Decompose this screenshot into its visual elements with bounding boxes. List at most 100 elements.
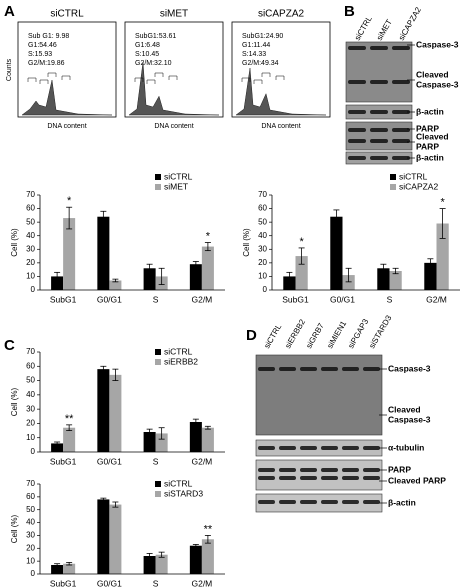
- bar: [189, 422, 202, 452]
- x-tick-label: SubG1: [50, 578, 77, 588]
- flow-frame: [17, 21, 117, 118]
- x-tick-label: SubG1: [50, 456, 77, 466]
- y-tick-label: 0: [263, 285, 268, 294]
- y-tick-label: 30: [26, 531, 35, 540]
- error-bar: [439, 208, 446, 239]
- blot-band: [392, 46, 410, 50]
- panel-letter: C: [4, 337, 15, 354]
- y-tick-label: 40: [26, 518, 35, 527]
- x-tick-label: SubG1: [282, 294, 309, 304]
- blot-band: [342, 367, 359, 371]
- blot-label: β-actin: [416, 106, 444, 116]
- bar: [330, 216, 343, 290]
- blot-band: [258, 500, 275, 504]
- y-tick-label: 50: [258, 217, 267, 226]
- blot-label: α-tubulin: [388, 442, 424, 452]
- bar: [51, 276, 64, 290]
- flow-title: siCAPZA2: [258, 9, 305, 20]
- y-tick-label: 50: [26, 376, 35, 385]
- flow-histogram: [235, 67, 327, 116]
- flow-stat: G2/M:49.34: [242, 60, 279, 67]
- error-bar: [158, 427, 165, 440]
- error-bar: [112, 368, 119, 381]
- significance-mark: *: [206, 230, 211, 242]
- y-tick-label: 0: [31, 569, 36, 578]
- blot-strip: [345, 121, 413, 151]
- panel-letter: A: [4, 3, 15, 20]
- blot-band: [348, 156, 366, 160]
- blot-band: [321, 500, 338, 504]
- lane-label: siGRB7: [304, 321, 326, 350]
- bar: [143, 556, 156, 574]
- x-tick-label: G0/G1: [97, 456, 122, 466]
- error-bar: [286, 271, 293, 281]
- y-tick-label: 0: [31, 447, 36, 456]
- blot-band: [392, 156, 410, 160]
- x-tick-label: G0/G1: [97, 294, 122, 304]
- legend-label: siMET: [164, 181, 188, 191]
- legend-swatch: [155, 359, 161, 365]
- lane-label: siMIEN1: [325, 319, 348, 350]
- blot-band: [279, 446, 296, 450]
- error-bar: [100, 210, 107, 223]
- flow-stat: S:10.45: [135, 51, 159, 58]
- flow-stat: G2/M:19.86: [28, 60, 65, 67]
- blot-band: [258, 468, 275, 472]
- flow-stat: SubG1:24.90: [242, 33, 283, 40]
- error-bar: [100, 365, 107, 373]
- lane-label: siCTRL: [262, 322, 283, 350]
- error-bar: [392, 267, 399, 275]
- bar: [97, 216, 110, 290]
- bar: [377, 268, 390, 290]
- bar: [63, 218, 76, 290]
- blot-band: [258, 476, 275, 480]
- y-tick-label: 70: [26, 190, 35, 199]
- bar: [109, 280, 122, 290]
- bar: [63, 563, 76, 574]
- flow-stat: S:15.93: [28, 51, 52, 58]
- x-tick-label: G2/M: [191, 294, 212, 304]
- blot-band: [363, 476, 380, 480]
- y-tick-label: 20: [258, 258, 267, 267]
- legend-swatch: [390, 174, 396, 180]
- x-tick-label: S: [153, 578, 159, 588]
- blot-strip: [255, 354, 383, 436]
- blot-band: [370, 110, 388, 114]
- bar: [97, 369, 110, 452]
- blot-label: Caspase-3: [388, 363, 431, 373]
- flow-gate: [168, 75, 178, 80]
- flow-xlabel: DNA content: [154, 123, 193, 130]
- legend-swatch: [155, 174, 161, 180]
- y-axis-label: Cell (%): [10, 514, 19, 543]
- blot-band: [348, 139, 366, 143]
- bar: [342, 275, 355, 290]
- bar: [109, 504, 122, 574]
- error-bar: [112, 501, 119, 508]
- y-tick-label: 40: [26, 231, 35, 240]
- bar: [51, 443, 64, 452]
- lane-label: siSTARD3: [367, 313, 393, 350]
- blot-label: Caspase-3: [416, 79, 459, 89]
- legend-label: siCAPZA2: [399, 181, 438, 191]
- bar: [189, 545, 202, 574]
- error-bar: [427, 258, 434, 268]
- blot-band: [321, 446, 338, 450]
- error-bar: [54, 441, 61, 446]
- flow-stat: G1:54.46: [28, 42, 57, 49]
- lane-label: siMET: [375, 18, 394, 42]
- flow-xlabel: DNA content: [261, 123, 300, 130]
- blot-band: [348, 80, 366, 84]
- error-bar: [345, 267, 352, 283]
- flow-title: siCTRL: [50, 9, 84, 20]
- panel-letter: D: [246, 327, 257, 344]
- y-tick-label: 70: [26, 479, 35, 488]
- significance-mark: *: [299, 236, 304, 248]
- flow-gate: [154, 72, 164, 77]
- blot-band: [342, 476, 359, 480]
- blot-band: [342, 446, 359, 450]
- error-bar: [54, 271, 61, 281]
- x-tick-label: S: [387, 294, 393, 304]
- error-bar: [204, 535, 211, 544]
- flow-gate: [241, 77, 251, 82]
- error-bar: [158, 267, 165, 285]
